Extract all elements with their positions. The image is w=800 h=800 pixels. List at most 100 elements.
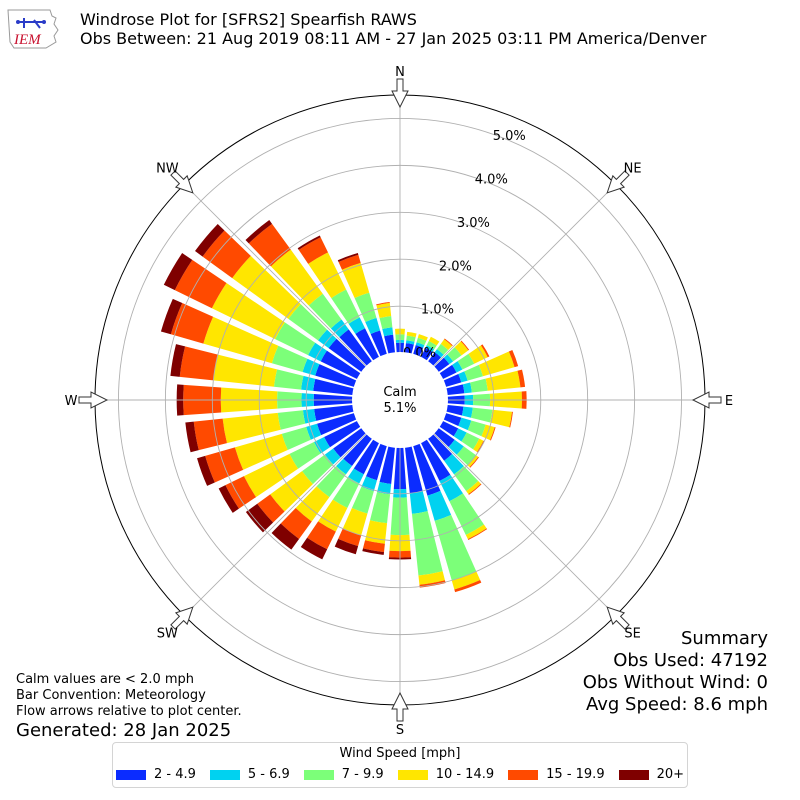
windrose-bar-segment [316,466,346,498]
legend-label: 20+ [656,767,685,782]
grid-spoke [184,399,401,616]
windrose-bar-segment [412,344,424,358]
windrose-bar-segment [458,417,472,431]
windrose-bar-segment [280,508,312,539]
iem-logo: IEM [7,9,59,49]
windrose-bar-segment [331,289,360,324]
windrose-bar-segment [404,343,414,355]
radial-tick-label: 1.0% [421,303,454,318]
legend-title: Wind Speed [mph] [339,746,461,761]
windrose-bar-segment [307,521,336,550]
windrose-bar-segment [452,361,463,373]
windrose-bar-segment [453,428,467,442]
windrose-bar-segment [448,439,464,455]
legend-label: 10 - 14.9 [435,767,495,782]
grid-spoke [399,184,616,401]
windrose-bar-segment [490,409,512,428]
windrose-bar-segment [225,476,257,509]
calm-note: Calm values are < 2.0 mph [16,672,195,687]
windrose-bar-segment [462,382,472,394]
windrose-bar-segment [445,404,464,416]
flow-arrow [606,170,630,194]
notes-block: Calm values are < 2.0 mph Bar Convention… [16,672,242,742]
direction-label: SW [157,627,178,642]
radial-tick-label: 2.0% [439,259,472,274]
windrose-bar-segment [443,354,454,365]
windrose-bar-segment [490,427,496,441]
calm-percent: 5.1% [383,401,416,416]
windrose-bar-segment [412,442,441,496]
windrose-bar-segment [245,220,273,244]
windrose-bar-segment [379,316,393,329]
legend-item: 2 - 4.9 [115,767,196,782]
radial-tick-label: 4.0% [475,173,508,188]
flow-arrow-shape [78,391,109,409]
windrose-bar-segment [270,471,313,512]
windrose-bar-segment [467,420,486,437]
windrose-bar-segment [379,445,396,484]
windrose-bar-segment [289,441,321,469]
windrose-bar-segment [245,503,274,533]
windrose-bar-segment [298,237,329,264]
windrose-bar-segment [438,364,457,380]
flow-arrow [170,606,194,630]
windrose-bar-segment [376,302,390,306]
calm-circle [352,352,448,448]
windrose-bar-segment [336,458,353,475]
windrose-bar-segment [444,338,453,346]
windrose-bar-segment [277,410,306,430]
windrose-bar-segment [480,344,490,358]
windrose-bar-segment [170,344,186,377]
windrose-bar-segment [426,340,437,350]
flow-arrow [391,691,409,722]
windrose-bar-segment [467,455,479,468]
windrose-bar-segment [365,317,381,334]
summary-obs-without-wind: Obs Without Wind: 0 [582,672,768,693]
windrose-bar-segment [411,511,443,576]
windrose-bar-segment [384,334,396,355]
windrose-bar-segment [404,445,423,494]
summary-avg-speed: Avg Speed: 8.6 mph [586,694,768,715]
windrose-bar-segment [478,351,515,377]
chart-title: Windrose Plot for [SFRS2] Spearfish RAWS… [80,10,706,48]
windrose-bar-segment [271,345,308,373]
windrose-bar-segment [436,343,449,355]
windrose-bar-segment [416,337,427,346]
windrose-bar-segment [468,345,488,364]
windrose-bar-segment [433,427,455,447]
windrose-bar-segment [338,528,362,547]
legend-label: 7 - 9.9 [341,767,384,782]
windrose-bar-segment [370,330,388,358]
windrose-bar-segment [170,303,214,344]
windrose-bar-segment [313,378,355,396]
radial-tick-label: 5.0% [493,129,526,144]
windrose-bar-segment [317,412,358,436]
summary-obs-used: Obs Used: 47192 [613,650,768,671]
windrose-bar-segment [243,453,299,498]
windrose-bar-segment [434,349,444,358]
windrose-bar-segment [447,347,462,362]
windrose-bar-segment [348,317,366,334]
windrose-bar-segment [376,302,392,319]
windrose-bar-segment [362,540,385,553]
grid-spoke [399,399,616,616]
windrose-bar-segment [461,406,473,418]
windrose-bar-segment [185,421,199,453]
windrose-bar-segment [451,571,481,590]
windrose-bar-segment [477,440,485,453]
windrose-bar-segment [218,485,239,513]
legend-label: 15 - 19.9 [546,767,605,782]
grid-spoke [184,184,401,401]
windrose-bar-segment [470,378,488,393]
windrose-bar-segment [427,490,452,521]
windrose-bar-segment [257,494,285,523]
flow-arrow [391,78,409,109]
windrose-bar-segment [160,298,183,335]
flow-arrow-shape [606,170,630,194]
windrose-bar-segment [406,331,417,338]
windrose-bar-segment [338,254,361,270]
windrose-bar-segment [320,350,362,380]
windrose-bar-segment [460,340,470,351]
windrose-bar-segment [433,357,450,373]
legend-item: 20+ [618,767,685,782]
